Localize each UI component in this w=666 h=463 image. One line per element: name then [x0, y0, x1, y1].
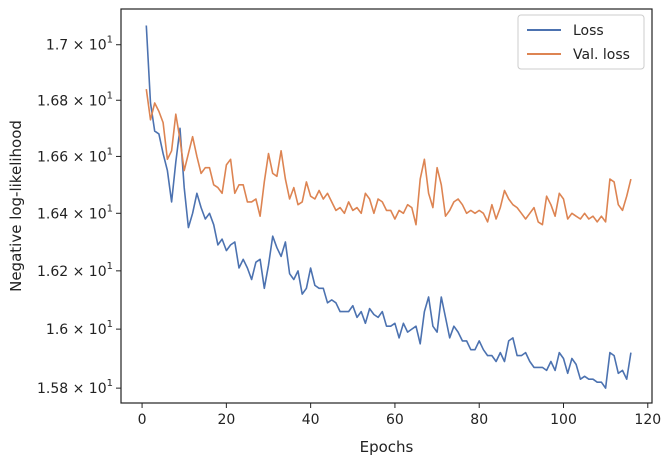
series-line-loss	[145, 25, 632, 389]
x-tick-label: 100	[550, 412, 577, 428]
y-axis-ticks: 1.58 × 101 1.6 × 101 1.62 × 101 1.64 × 101 1…	[37, 35, 121, 397]
x-tick-label: 60	[386, 412, 404, 428]
plot-frame	[120, 8, 653, 404]
x-tick-label: 40	[302, 412, 320, 428]
y-tick-label: 1.58 × 101	[37, 378, 113, 397]
y-axis-title: Negative log-likelihood	[7, 120, 25, 292]
y-tick-label: 1.64 × 101	[37, 203, 113, 222]
x-tick-label: 80	[470, 412, 488, 428]
x-axis-title: Epochs	[360, 438, 414, 456]
legend-label-loss: Loss	[573, 23, 604, 39]
y-tick-label: 1.6 × 101	[46, 319, 113, 338]
legend-box	[517, 14, 645, 70]
legend: Loss Val. loss	[517, 14, 645, 70]
x-tick-label: 120	[634, 412, 661, 428]
y-tick-label: 1.68 × 101	[37, 90, 113, 109]
y-tick-label: 1.7 × 101	[46, 35, 113, 54]
y-tick-label: 1.66 × 101	[37, 146, 113, 165]
x-axis-ticks: 0 20 40 60 80 100 120	[138, 403, 661, 428]
series-layer	[145, 25, 632, 389]
legend-label-val-loss: Val. loss	[573, 47, 630, 63]
x-tick-label: 20	[217, 412, 235, 428]
series-line-val-loss	[145, 88, 632, 226]
x-tick-label: 0	[138, 412, 147, 428]
y-tick-label: 1.62 × 101	[37, 261, 113, 280]
